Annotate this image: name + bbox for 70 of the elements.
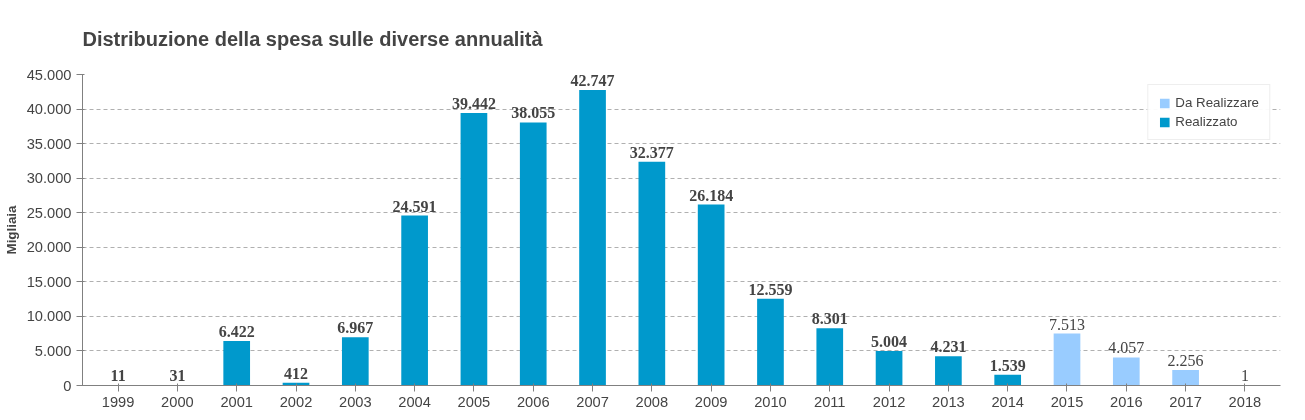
data-label: 7.513 bbox=[1048, 315, 1085, 333]
data-label: 2.256 bbox=[1167, 351, 1204, 369]
x-tick-label: 2013 bbox=[932, 393, 965, 410]
x-tick-label: 1999 bbox=[101, 393, 135, 410]
y-tick-label: 25.000 bbox=[26, 204, 72, 221]
bar bbox=[875, 350, 903, 386]
x-tick-label: 2008 bbox=[635, 393, 669, 410]
data-label: 4.231 bbox=[930, 338, 967, 356]
chart-title: Distribuzione della spesa sulle diverse annualità bbox=[82, 27, 544, 50]
x-tick-label: 2018 bbox=[1228, 393, 1262, 410]
bar bbox=[1053, 333, 1081, 386]
y-tick-label: 15.000 bbox=[26, 273, 72, 290]
data-label: 32.377 bbox=[629, 143, 674, 161]
data-label: 1.539 bbox=[989, 356, 1026, 374]
x-tick-label: 2001 bbox=[220, 393, 254, 410]
x-tick-label: 2000 bbox=[161, 393, 194, 410]
data-label: 26.184 bbox=[689, 186, 734, 204]
x-tick-label: 2007 bbox=[576, 393, 609, 410]
x-tick-label: 2017 bbox=[1169, 393, 1202, 410]
y-tick-label: 10.000 bbox=[26, 308, 72, 325]
data-label: 31 bbox=[169, 367, 186, 385]
bar bbox=[1112, 357, 1140, 386]
bar bbox=[994, 374, 1022, 386]
data-label: 6.967 bbox=[337, 319, 374, 337]
bar bbox=[460, 112, 488, 386]
bar bbox=[579, 90, 606, 386]
y-axis-title: Migliaia bbox=[3, 204, 19, 255]
data-label: 8.301 bbox=[811, 310, 848, 328]
bar bbox=[1172, 369, 1199, 386]
bar bbox=[757, 298, 784, 386]
bar bbox=[935, 356, 962, 386]
data-label: 38.055 bbox=[511, 104, 556, 122]
data-label: 24.591 bbox=[392, 197, 437, 215]
data-label: 12.559 bbox=[748, 280, 793, 298]
bar bbox=[223, 341, 251, 386]
legend-label: Da Realizzare bbox=[1175, 95, 1259, 110]
bar bbox=[519, 122, 547, 386]
data-label: 39.442 bbox=[451, 94, 496, 112]
bar bbox=[816, 328, 844, 386]
x-tick-label: 2006 bbox=[516, 393, 550, 410]
data-label: 5.004 bbox=[871, 332, 908, 350]
y-tick-label: 5.000 bbox=[34, 342, 72, 359]
y-tick-label: 20.000 bbox=[26, 239, 72, 256]
legend-label: Realizzato bbox=[1175, 114, 1238, 129]
x-tick-label: 2012 bbox=[872, 393, 906, 410]
data-label: 4.057 bbox=[1108, 339, 1145, 357]
y-tick-label: 35.000 bbox=[26, 135, 72, 152]
x-tick-label: 2010 bbox=[754, 393, 787, 410]
bar bbox=[697, 204, 725, 386]
y-tick-label: 45.000 bbox=[26, 66, 72, 83]
data-label: 1 bbox=[1240, 367, 1249, 385]
data-label: 11 bbox=[110, 367, 126, 385]
x-tick-label: 2005 bbox=[457, 393, 491, 410]
y-tick-label: 0 bbox=[63, 377, 72, 394]
bar bbox=[341, 337, 369, 386]
x-tick-label: 2002 bbox=[279, 393, 313, 410]
bar bbox=[638, 161, 666, 386]
x-tick-label: 2004 bbox=[398, 393, 431, 410]
data-label: 6.422 bbox=[218, 323, 255, 341]
x-tick-label: 2009 bbox=[694, 393, 728, 410]
x-tick-label: 2003 bbox=[339, 393, 372, 410]
x-tick-label: 2011 bbox=[814, 393, 846, 410]
x-tick-label: 2015 bbox=[1050, 393, 1084, 410]
x-tick-label: 2016 bbox=[1110, 393, 1143, 410]
bar bbox=[401, 215, 428, 386]
y-tick-label: 40.000 bbox=[26, 101, 72, 118]
x-tick-label: 2014 bbox=[991, 393, 1024, 410]
data-label: 42.747 bbox=[570, 72, 615, 90]
y-tick-label: 30.000 bbox=[26, 170, 72, 187]
data-label: 412 bbox=[284, 364, 308, 382]
